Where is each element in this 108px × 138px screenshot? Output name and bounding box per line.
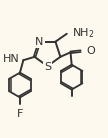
Text: S: S [44,62,51,72]
Text: HN: HN [3,54,20,64]
Text: NH$_2$: NH$_2$ [72,26,95,40]
Text: N: N [35,37,44,47]
Text: F: F [17,109,23,119]
Text: O: O [86,46,95,56]
